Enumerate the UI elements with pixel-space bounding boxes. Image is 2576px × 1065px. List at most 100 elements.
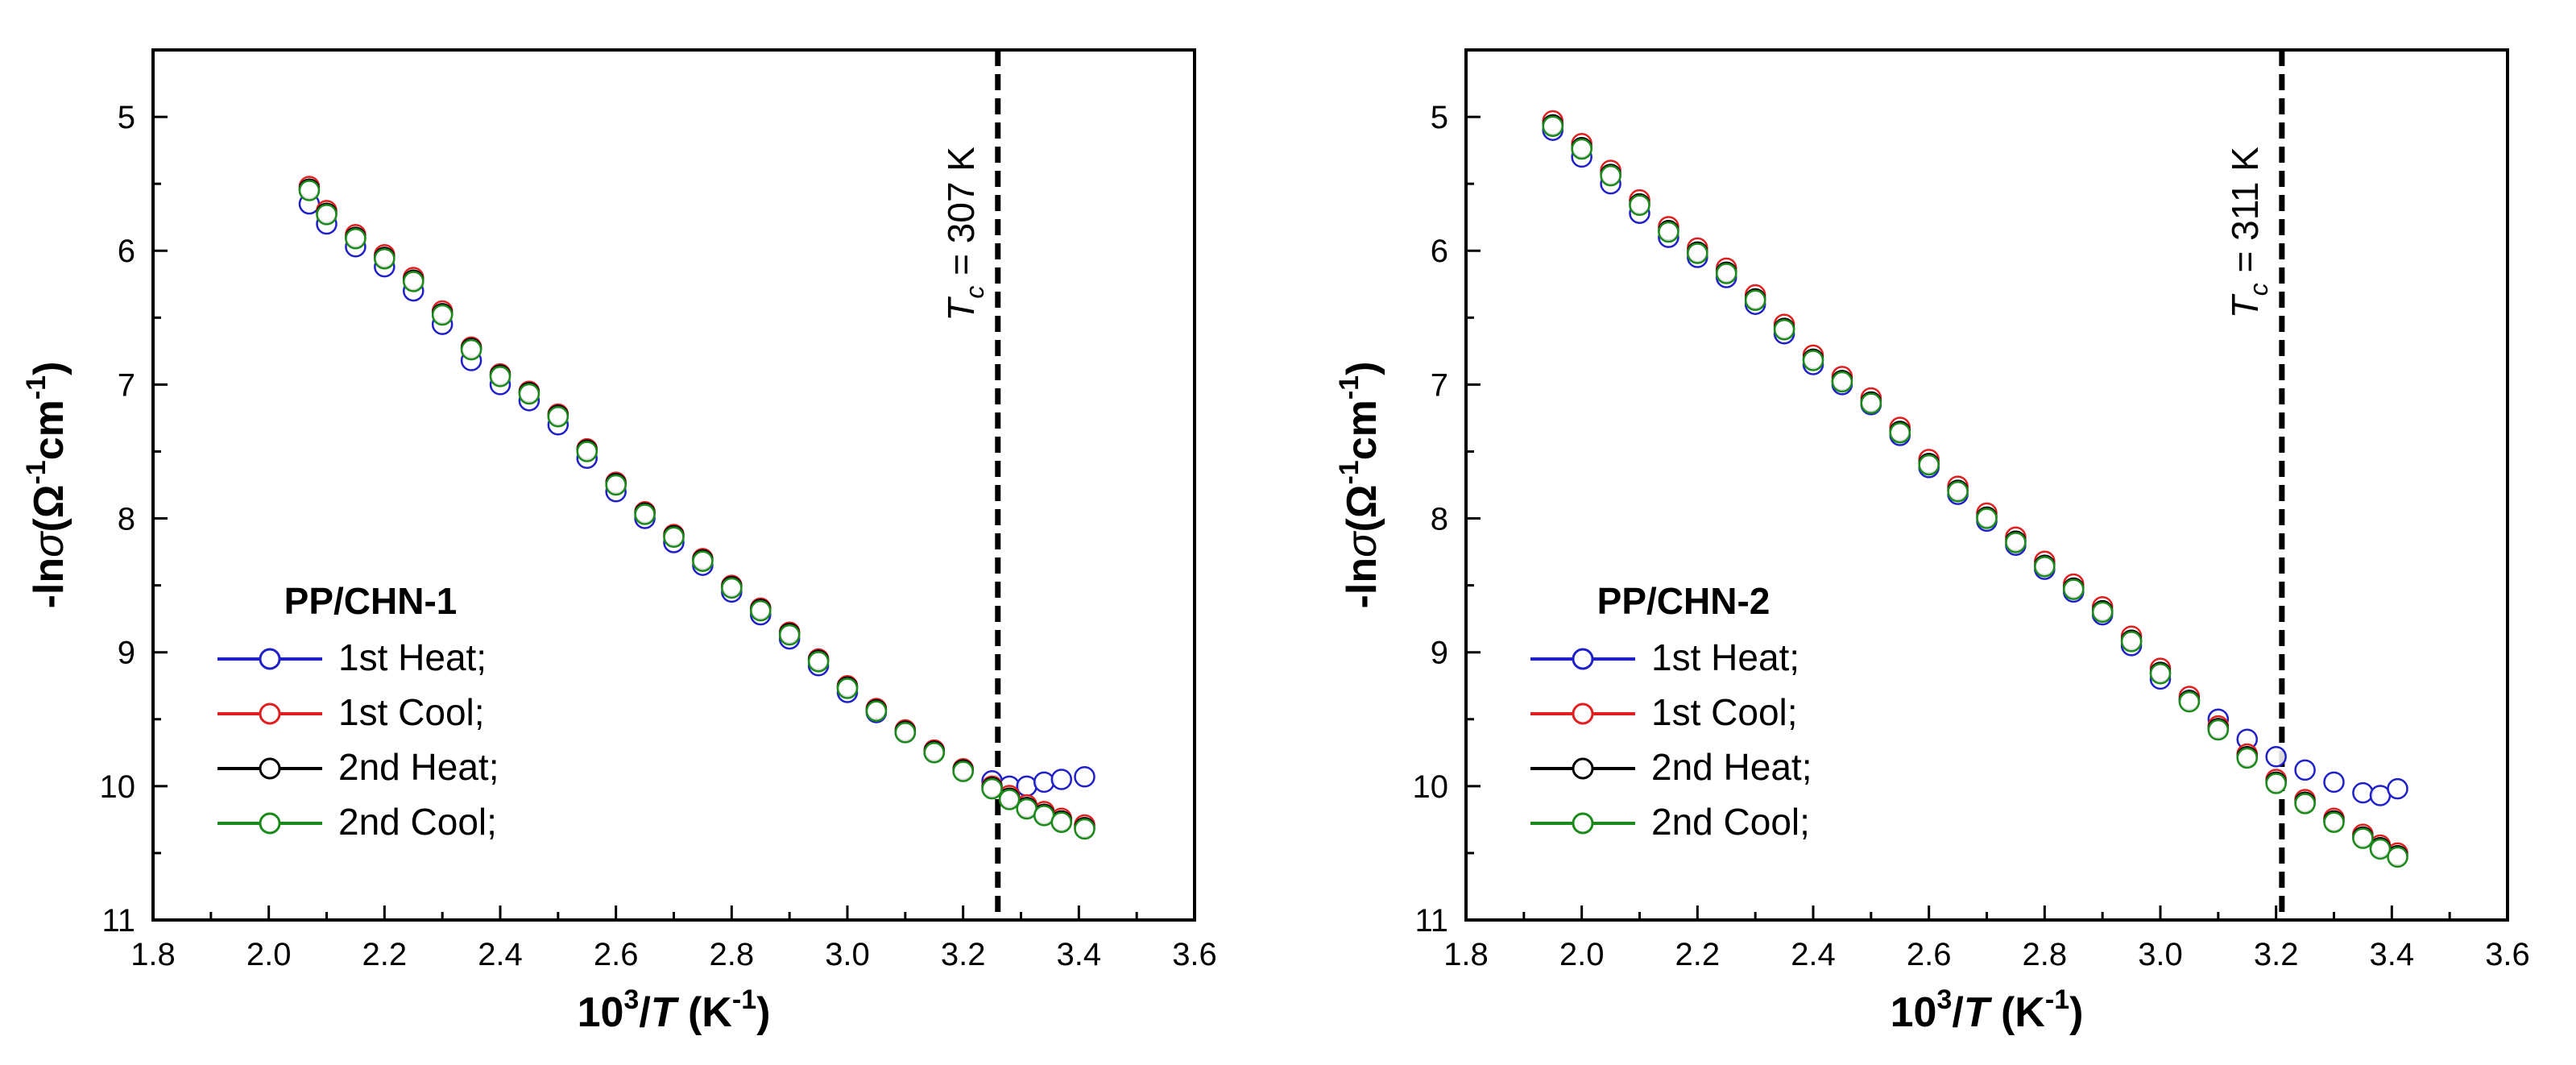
y-tick-label: 7 — [1431, 367, 1448, 403]
data-point — [2387, 777, 2408, 800]
legend-label: 1st Cool; — [338, 691, 485, 733]
data-point — [345, 228, 367, 250]
data-point — [298, 180, 321, 201]
legend-marker — [259, 812, 281, 835]
data-point — [547, 406, 569, 428]
y-axis-title: -lnσ(Ω-1cm-1) — [1334, 362, 1385, 609]
tc-label: Tc = 311 K — [2224, 147, 2273, 319]
data-point — [2236, 747, 2258, 769]
x-tick-label: 2.6 — [1907, 937, 1952, 972]
data-point — [2369, 838, 2392, 860]
x-tick-label: 3.2 — [2254, 937, 2299, 972]
data-point — [316, 204, 338, 226]
y-tick-label: 9 — [1431, 636, 1448, 671]
x-tick-label: 2.8 — [2023, 937, 2068, 972]
data-point — [2091, 601, 2114, 624]
data-point — [374, 247, 396, 270]
x-axis-title: 103/T (K-1) — [578, 984, 771, 1036]
x-tick-label: 3.0 — [825, 937, 870, 972]
data-point — [431, 304, 453, 326]
data-point — [1889, 421, 1911, 444]
x-tick-label: 2.6 — [594, 937, 639, 972]
legend-label: 2nd Heat; — [1651, 746, 1812, 788]
legend-title: PP/CHN-1 — [284, 580, 458, 622]
data-point — [1773, 319, 1795, 341]
y-tick-label: 8 — [118, 502, 135, 537]
data-point — [634, 503, 656, 525]
legend-marker — [1572, 702, 1594, 725]
x-tick-label: 2.0 — [1559, 937, 1605, 972]
data-point — [2352, 781, 2374, 804]
legend-marker — [1572, 648, 1594, 670]
data-point — [1074, 765, 1095, 788]
chart-panel-1: 1.8 2.0 2.2 2.4 2.6 2.8 3.0 3.2 3.4 3.6 5 6 7 8 9 10 11 1… — [21, 48, 1217, 1036]
data-point — [1687, 242, 1708, 264]
legend-marker — [1572, 812, 1594, 835]
data-point — [518, 383, 540, 405]
data-point — [1860, 392, 1882, 414]
legend-marker — [1572, 757, 1594, 780]
data-point — [1716, 263, 1737, 284]
x-tick-label: 2.4 — [1791, 937, 1836, 972]
legend-label: 2nd Cool; — [1651, 801, 1810, 843]
legend-label: 1st Cool; — [1651, 691, 1798, 733]
data-point — [865, 700, 888, 723]
data-point — [1658, 221, 1679, 243]
x-tick-label: 3.4 — [1057, 937, 1102, 972]
plot-frame — [1464, 48, 2509, 922]
data-point — [2294, 793, 2316, 814]
y-tick-label: 6 — [1431, 234, 1448, 269]
data-point — [1947, 481, 1969, 503]
data-point — [2207, 719, 2230, 741]
y-tick-label: 11 — [101, 903, 135, 939]
data-point — [460, 338, 482, 361]
legend-marker — [259, 648, 281, 670]
data-point — [1050, 769, 1073, 790]
x-tick-label: 2.4 — [478, 937, 523, 972]
x-tick-label: 3.4 — [2370, 937, 2415, 972]
data-point — [2265, 773, 2287, 794]
data-point — [1918, 454, 1940, 476]
legend-title: PP/CHN-2 — [1597, 580, 1770, 622]
x-tick-label: 1.8 — [1443, 937, 1489, 972]
data-point — [1033, 771, 1055, 794]
data-point — [721, 577, 743, 599]
y-tick-label: 7 — [118, 367, 135, 403]
legend-marker — [259, 702, 281, 725]
data-point — [952, 760, 974, 782]
x-tick-label: 2.2 — [1675, 937, 1721, 972]
series-4 — [298, 180, 1095, 840]
data-point — [2323, 771, 2345, 794]
data-point — [489, 366, 511, 387]
data-point — [750, 599, 772, 622]
chart-panel-2: 1.8 2.0 2.2 2.4 2.6 2.8 3.0 3.2 3.4 3.6 5 6 7 8 9 10 11 1… — [1334, 48, 2530, 1036]
data-point — [2063, 578, 2085, 600]
data-point — [1629, 194, 1650, 216]
data-point — [576, 441, 598, 462]
data-point — [1600, 164, 1621, 187]
data-point — [1074, 818, 1095, 840]
y-tick-label: 5 — [118, 100, 135, 135]
data-point — [836, 678, 859, 699]
data-point — [923, 742, 945, 764]
data-point — [2178, 690, 2201, 713]
y-tick-label: 9 — [118, 636, 135, 671]
legend-label: 2nd Cool; — [338, 801, 497, 843]
data-point — [2149, 663, 2172, 685]
y-axis-title: -lnσ(Ω-1cm-1) — [21, 362, 72, 609]
legend-label: 1st Heat; — [1651, 636, 1799, 678]
data-point — [1744, 289, 1766, 311]
y-tick-label: 8 — [1431, 502, 1448, 537]
data-point — [1802, 350, 1824, 371]
data-point — [1831, 371, 1853, 393]
data-point — [2005, 532, 2027, 553]
legend-marker — [259, 757, 281, 780]
x-tick-label: 2.0 — [246, 937, 292, 972]
data-point — [2294, 759, 2316, 781]
y-tick-label: 5 — [1431, 100, 1448, 135]
data-point — [778, 624, 801, 646]
y-tick-label: 11 — [1414, 903, 1448, 939]
data-point — [807, 651, 830, 673]
